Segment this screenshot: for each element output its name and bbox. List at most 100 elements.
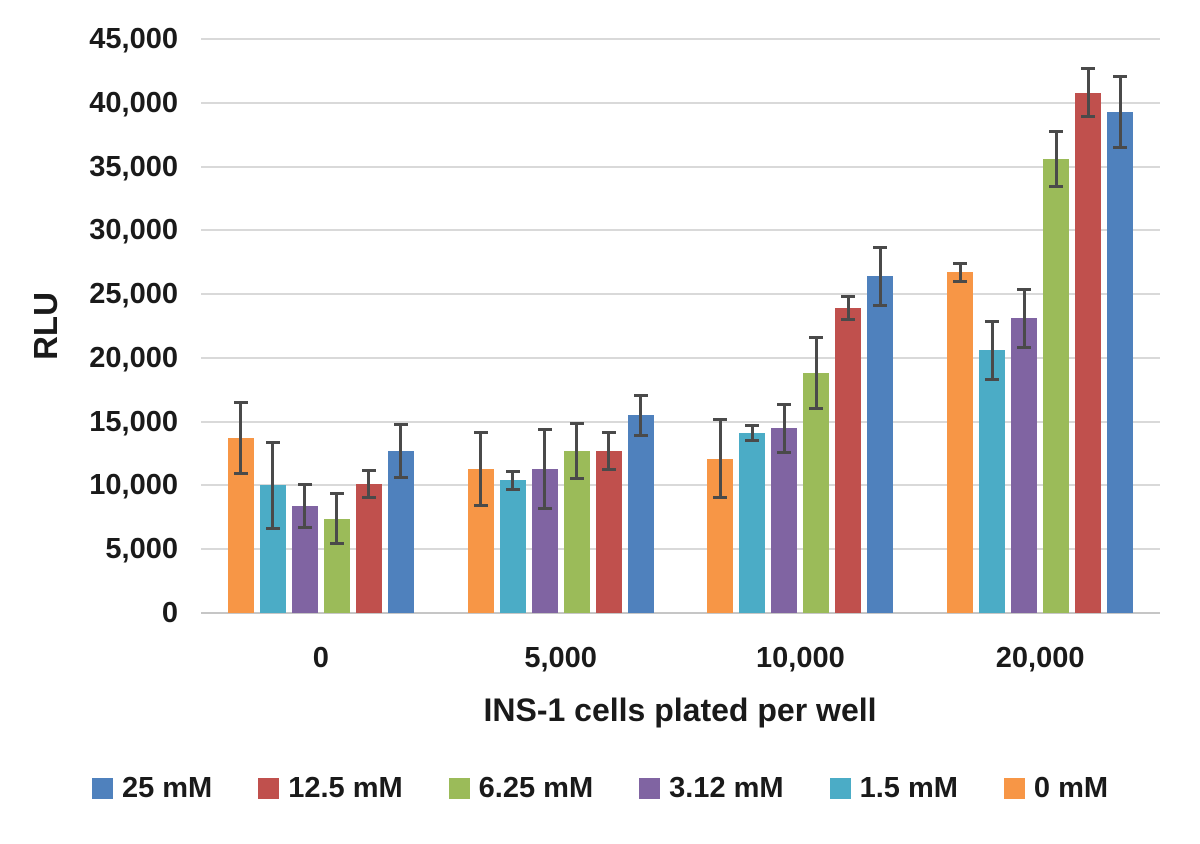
gridline [201, 356, 1160, 359]
error-bar-cap [713, 496, 728, 500]
bar [499, 480, 526, 613]
y-axis-tick-label: 5,000 [105, 533, 178, 566]
gridline [201, 293, 1160, 296]
error-bar [958, 262, 962, 283]
legend-label: 12.5 mM [288, 772, 403, 804]
legend-entry: 25 mM [91, 772, 213, 805]
x-axis-tick-label: 20,000 [995, 642, 1085, 674]
gridline [201, 420, 1160, 423]
error-bar [399, 422, 403, 480]
error-bar [718, 417, 722, 500]
legend-swatch [448, 778, 470, 799]
y-axis-tick-label: 10,000 [89, 469, 178, 502]
bar [627, 415, 654, 613]
bar [739, 433, 766, 613]
error-bar-cap [393, 476, 408, 480]
error-bar [239, 401, 243, 476]
bar [355, 484, 382, 613]
error-bar [303, 482, 307, 529]
legend-swatch [829, 778, 851, 799]
error-bar-cap [1049, 129, 1064, 133]
error-bar-cap [985, 377, 1000, 381]
error-bar-cap [505, 470, 520, 474]
y-axis-tick-label: 45,000 [89, 23, 178, 55]
error-bar-cap [633, 393, 648, 397]
error-bar [878, 245, 882, 307]
y-axis-tick-label: 35,000 [89, 150, 178, 183]
error-bar-cap [745, 424, 760, 428]
error-bar-cap [601, 468, 616, 472]
error-bar-cap [361, 468, 376, 472]
legend-label: 3.12 mM [669, 772, 784, 804]
error-bar [335, 491, 339, 546]
gridline [201, 548, 1160, 551]
error-bar-cap [505, 487, 520, 491]
error-bar-cap [1113, 145, 1128, 149]
y-axis-tick-label: 0 [161, 597, 178, 629]
error-bar [846, 295, 850, 321]
y-axis-tick-label: 30,000 [89, 214, 178, 247]
error-bar-cap [537, 506, 552, 510]
bar [803, 373, 830, 613]
bar [1075, 92, 1102, 613]
legend-label: 0 mM [1033, 772, 1109, 804]
legend-swatch [1003, 778, 1025, 799]
error-bar-cap [841, 295, 856, 299]
y-axis-tick-label: 40,000 [89, 86, 178, 119]
error-bar-cap [809, 407, 824, 411]
bar [1043, 158, 1070, 613]
legend-entry: 12.5 mM [258, 772, 403, 805]
bar [947, 272, 974, 613]
y-axis-tick-label: 20,000 [89, 341, 178, 374]
legend-label: 25 mM [121, 772, 213, 804]
error-bar-cap [537, 428, 552, 432]
error-bar [575, 421, 579, 481]
y-axis-tick-label: 25,000 [89, 278, 178, 311]
x-axis-line [201, 612, 1160, 614]
gridline [201, 38, 1160, 40]
error-bar-cap [1049, 185, 1064, 189]
error-bar [1054, 129, 1058, 189]
error-bar-cap [633, 433, 648, 437]
legend-label: 6.25 mM [478, 772, 594, 804]
error-bar [479, 430, 483, 508]
bar [771, 428, 798, 613]
error-bar-cap [873, 245, 888, 249]
error-bar-cap [745, 439, 760, 443]
error-bar-cap [473, 430, 488, 434]
plot-area [201, 38, 1160, 614]
error-bar-cap [777, 402, 792, 406]
error-bar [1086, 67, 1090, 119]
error-bar-cap [1081, 67, 1096, 71]
error-bar-cap [569, 477, 584, 481]
legend-swatch [91, 778, 113, 799]
error-bar-cap [1017, 287, 1032, 291]
error-bar [750, 424, 754, 443]
gridline [201, 229, 1160, 232]
legend-entry: 1.5 mM [829, 772, 958, 805]
error-bar-cap [233, 401, 248, 405]
bar [835, 308, 862, 613]
legend-entry: 0 mM [1003, 772, 1109, 805]
error-bar [814, 336, 818, 411]
error-bar [782, 402, 786, 454]
error-bar-cap [873, 303, 888, 307]
error-bar-cap [361, 496, 376, 500]
error-bar [639, 393, 643, 437]
bar [867, 276, 894, 613]
legend-swatch [258, 778, 280, 799]
error-bar-cap [809, 336, 824, 340]
gridline [201, 484, 1160, 487]
error-bar-cap [329, 491, 344, 495]
legend-swatch [639, 778, 661, 799]
error-bar [607, 430, 611, 472]
x-axis-tick-label: 0 [312, 642, 329, 674]
bar [1107, 111, 1134, 613]
error-bar-cap [985, 319, 1000, 323]
bar [979, 350, 1006, 613]
error-bar [990, 319, 994, 381]
error-bar-cap [1113, 74, 1128, 78]
error-bar-cap [265, 440, 280, 444]
error-bar-cap [953, 279, 968, 283]
error-bar [543, 428, 547, 510]
